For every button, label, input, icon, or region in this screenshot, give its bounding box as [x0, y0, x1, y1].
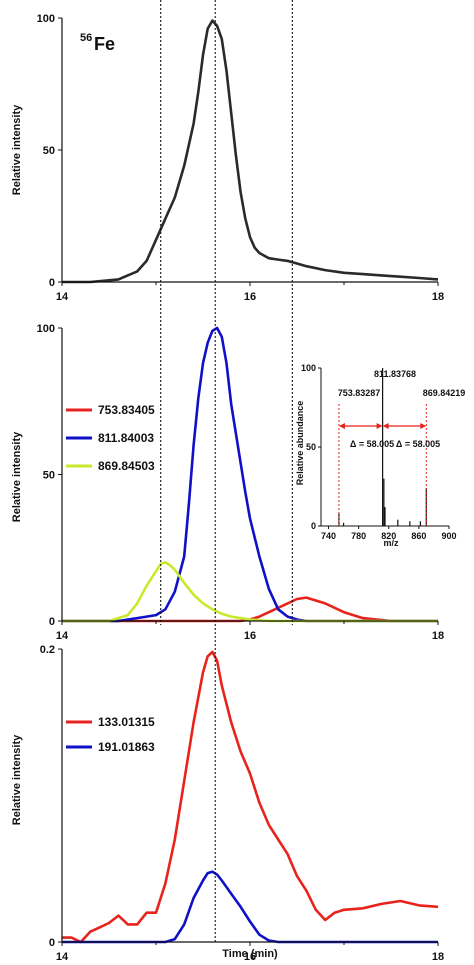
series-line [62, 650, 439, 944]
x-tick-label: 18 [432, 291, 444, 303]
legend-label: 753.83405 [98, 403, 155, 417]
x-tick-label: 18 [432, 951, 444, 963]
legend: 133.01315 191.01863 [66, 715, 155, 754]
series-line [62, 561, 438, 623]
x-tick-label: 14 [56, 630, 69, 642]
inset-y-tick-label: 0 [311, 521, 316, 531]
y-tick-label: 0 [49, 277, 55, 289]
inset-y-tick-label: 100 [301, 363, 316, 373]
x-tick-label: 14 [56, 291, 69, 303]
panel-masses: 14 16 18 0 50 100 Relative intensity 753.8340… [11, 323, 465, 642]
panel-label: Fe [94, 34, 115, 54]
y-tick-label: 0 [49, 937, 55, 949]
panel-fe: 14 16 18 0 50 100 Relative intensity 56 Fe [11, 13, 444, 303]
inset-x-tick-label: 780 [351, 531, 366, 541]
legend-label: 811.84003 [98, 431, 154, 445]
series-line [62, 870, 438, 944]
inset-x-tick-label: 860 [411, 531, 426, 541]
legend-label: 191.01863 [98, 740, 155, 754]
inset-y-tick-label: 50 [306, 442, 316, 452]
y-tick-label: 100 [37, 323, 55, 335]
panel-small-ions: 14 16 18 0 0.2 Relative intensity Time (min)… [11, 644, 444, 963]
axes: 14 16 18 0 0.2 [40, 644, 444, 963]
y-tick-label: 50 [43, 470, 55, 482]
y-axis-label: Relative intensity [11, 734, 23, 825]
x-tick-label: 16 [244, 951, 256, 963]
delta-arrow-head [338, 423, 345, 429]
y-tick-label: 0 [49, 616, 55, 628]
y-tick-label: 0.2 [40, 644, 55, 656]
delta-label: Δ = 58.005 [396, 439, 440, 449]
inset-x-tick-label: 820 [381, 531, 396, 541]
panel-label-sup: 56 [80, 32, 92, 44]
inset-y-axis-label: Relative abundance [295, 401, 305, 486]
x-axis-label: Time (min) [222, 948, 278, 960]
x-tick-label: 16 [244, 291, 256, 303]
axes: 14 16 18 0 50 100 [37, 323, 444, 642]
legend-label: 869.84503 [98, 459, 155, 473]
peak-label: 811.83768 [374, 369, 416, 379]
peak-label: 869.84219 [423, 388, 466, 398]
delta-arrow-head [382, 423, 389, 429]
delta-arrow-head [420, 423, 427, 429]
series-group [62, 19, 439, 284]
inset-axes: 740 780 820 860 900 0 50 100 [301, 363, 457, 541]
inset-x-tick-label: 900 [441, 531, 456, 541]
delta-label: Δ = 58.005 [350, 439, 394, 449]
reference-lines [160, 0, 293, 942]
x-tick-label: 14 [56, 951, 69, 963]
y-axis-label: Relative intensity [11, 104, 23, 195]
series-line [62, 19, 439, 284]
delta-arrow-head [376, 423, 383, 429]
x-tick-label: 18 [432, 630, 444, 642]
x-tick-label: 16 [244, 630, 256, 642]
axes: 14 16 18 0 50 100 [37, 13, 444, 303]
y-axis-label: Relative intensity [11, 431, 23, 522]
inset-peaks [338, 368, 427, 526]
y-tick-label: 100 [37, 13, 55, 25]
peak-label: 753.83287 [338, 388, 381, 398]
inset-x-tick-label: 740 [321, 531, 336, 541]
inset-x-axis-label: m/z [383, 538, 399, 548]
y-tick-label: 50 [43, 145, 55, 157]
legend: 753.83405 811.84003 869.84503 [66, 403, 155, 473]
legend-label: 133.01315 [98, 715, 155, 729]
series-line [62, 326, 438, 623]
series-group [62, 650, 439, 944]
mass-spectrum-inset: 740 780 820 860 900 0 50 100 Relative abundance… [295, 362, 465, 548]
